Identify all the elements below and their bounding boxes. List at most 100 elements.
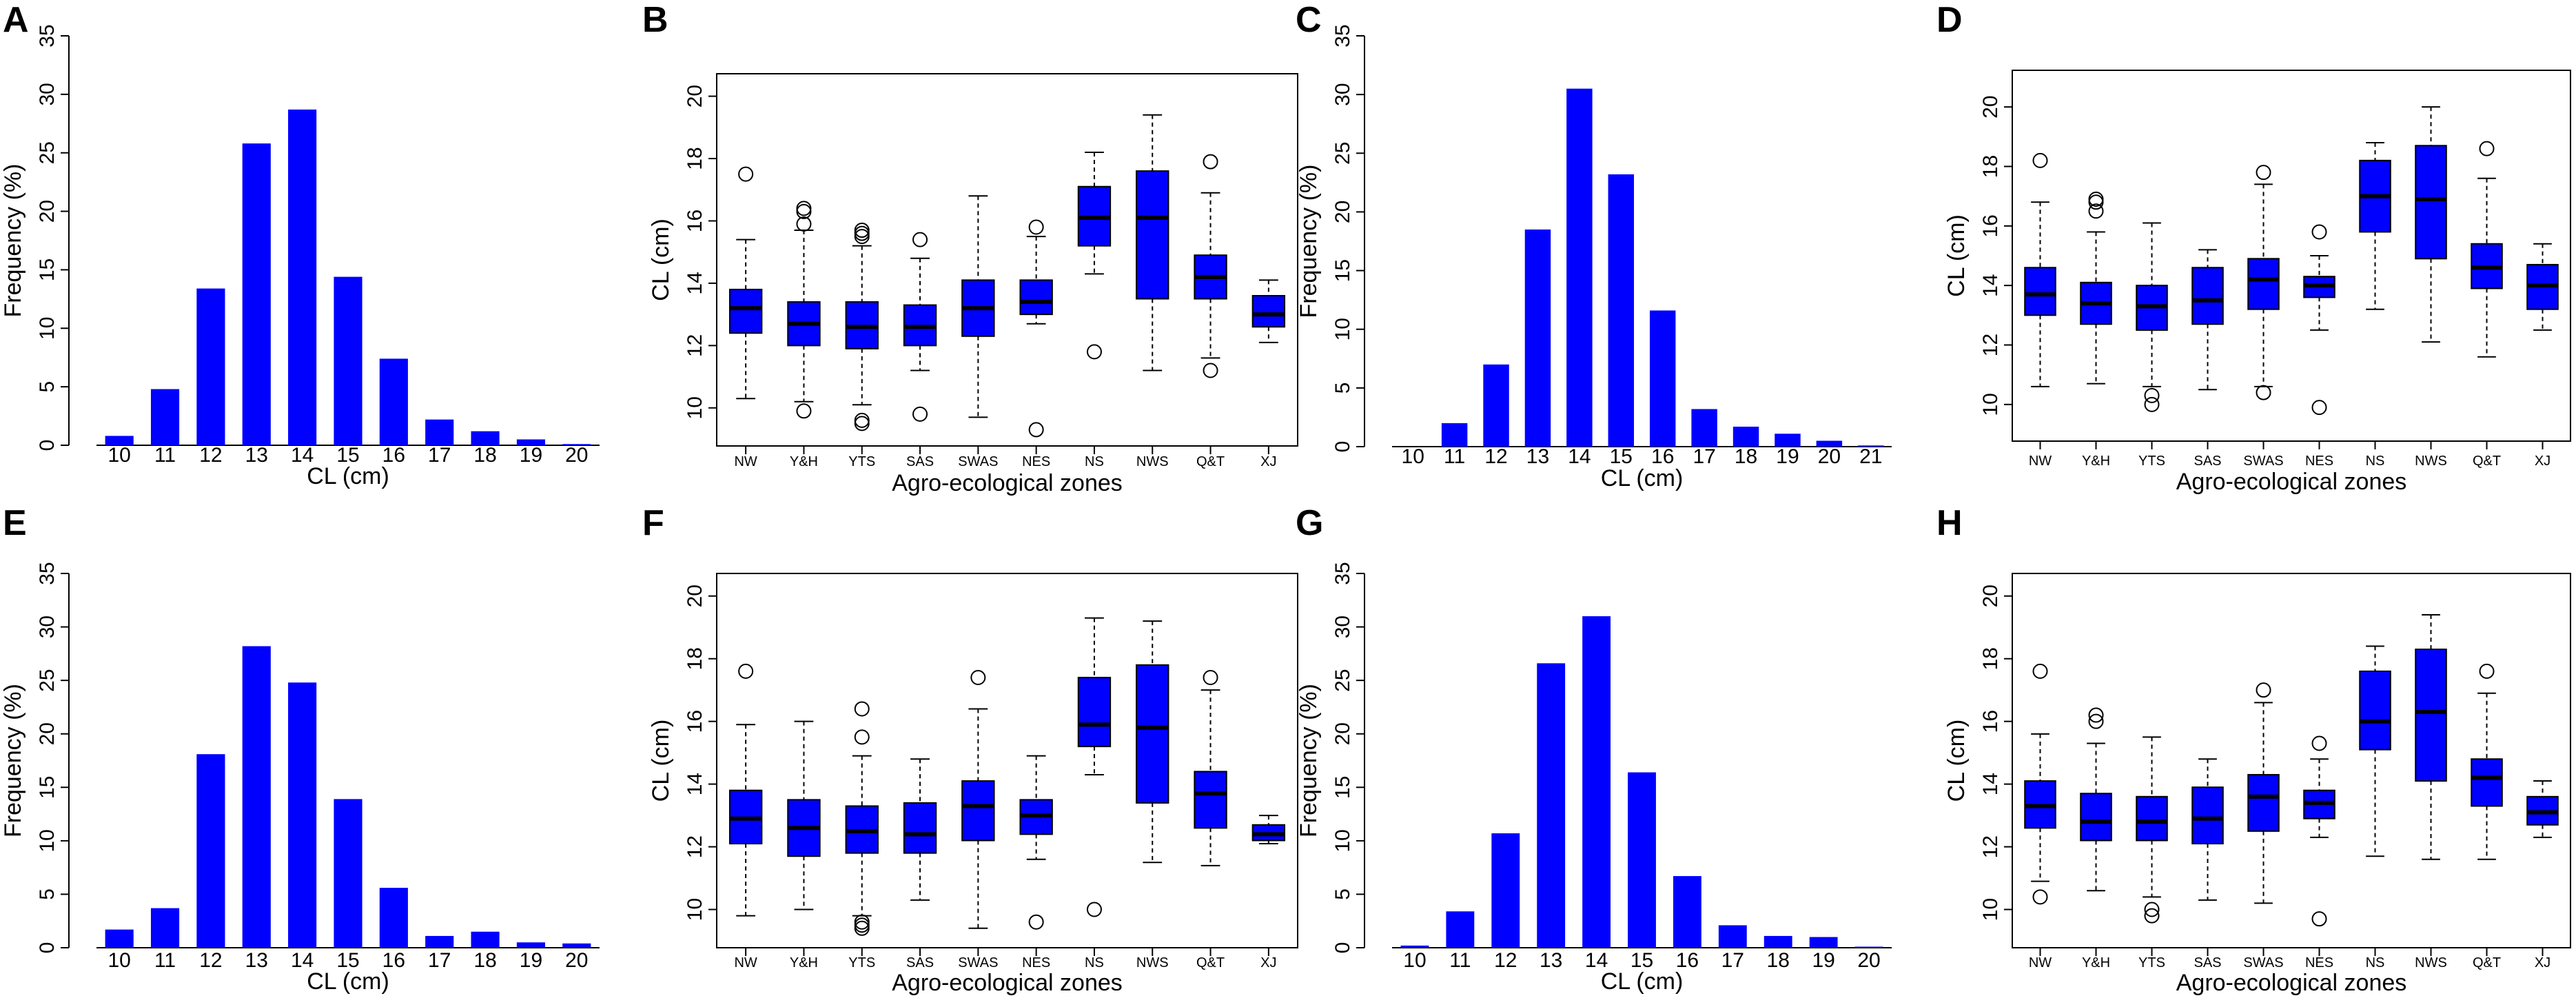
panel-b: B 10 12 14 16 18 20 NW Y&H YTS SAS SWAS NES NS NWS Q&T X… [642,0,1298,496]
bar [1854,946,1883,948]
bar [196,288,225,445]
x-tick-label: 19 [520,444,542,467]
y-tick-label: 30 [1331,83,1354,105]
bar [1732,427,1759,447]
y-tick-label: 30 [1331,616,1354,638]
bar [242,143,271,445]
y-tick-label: 0 [36,440,59,451]
x-tick-label: 19 [520,949,542,972]
x-tick-label: 20 [565,444,588,467]
x-tick-label: 11 [1444,445,1465,468]
panel-c: C 0 5 10 15 20 25 30 35 10 11 12 13 14 15 16 17 18 19 20 21 C… [1296,0,1892,491]
y-tick-label: 20 [684,584,706,607]
x-tick-label: Q&T [2473,454,2501,469]
bar [516,439,546,445]
x-tick-label: 11 [154,444,176,467]
outlier-point [854,917,870,933]
outlier-point [2479,663,2495,679]
y-tick-label: 10 [1979,393,2002,416]
bar [1628,772,1656,948]
bar [1649,310,1676,447]
y-tick-label: 12 [684,334,706,357]
box [1194,771,1227,829]
x-tick-label: 12 [199,949,222,972]
y-tick-label: 12 [684,835,706,858]
bar [334,799,362,948]
x-axis-title: CL (cm) [307,968,389,995]
bar [1491,833,1520,948]
x-tick-label: NES [2305,955,2333,970]
outlier-point [2311,224,2327,240]
x-tick-label: NW [734,454,757,469]
outlier-point [2256,385,2271,400]
y-tick-label: 20 [684,85,706,108]
x-axis-title: Agro-ecological zones [2176,469,2407,495]
y-tick-label: 10 [36,317,59,340]
outlier-point [970,669,986,685]
y-tick-label: 16 [684,210,706,232]
y-tick-label: 18 [1979,155,2002,178]
box [2415,145,2447,260]
box [2024,267,2056,316]
box [2191,786,2224,845]
bar [150,389,180,445]
panel-letter: E [3,503,27,543]
x-tick-label: SWAS [2243,955,2283,970]
x-tick-label: 14 [291,444,314,467]
y-tick-label: 10 [1979,898,2002,921]
x-tick-label: Q&T [1196,454,1225,469]
y-axis-title: Frequency (%) [0,164,26,318]
panel-letter: G [1296,503,1323,543]
y-tick-label: 15 [1331,776,1354,799]
bar [242,646,271,948]
outlier-point [1086,902,1102,917]
bar [1608,174,1635,447]
y-tick-label: 10 [1331,318,1354,340]
box [1251,295,1286,328]
y-tick-label: 12 [1979,334,2002,356]
y-tick-label: 35 [36,562,59,584]
x-tick-label: XJ [1260,955,1276,970]
bar [1816,440,1843,447]
bar [1446,911,1475,948]
x-tick-label: 12 [199,444,222,467]
box [2136,795,2168,842]
x-tick-label: XJ [2535,454,2551,469]
x-tick-label: 13 [245,949,268,972]
y-tick-label: 5 [36,381,59,393]
box [2080,793,2112,842]
bar [1691,409,1717,447]
outlier-point [2144,908,2160,924]
x-tick-label: NW [2029,454,2052,469]
x-tick-label: 21 [1859,445,1882,468]
y-tick-label: 0 [1331,441,1354,453]
bar [1566,88,1593,447]
x-tick-label: 14 [291,949,314,972]
box [2191,267,2224,325]
panel-letter: H [1936,503,1963,543]
x-tick-label: XJ [1260,454,1276,469]
x-tick-label: SAS [906,454,934,469]
outlier-point [738,166,754,182]
y-tick-label: 30 [36,83,59,105]
x-tick-label: NES [1022,955,1050,970]
x-tick-label: 15 [336,949,359,972]
bar [1858,445,1884,447]
box [2247,258,2280,310]
y-tick-label: 16 [1979,214,2002,237]
panel-g: G 0 5 10 15 20 25 30 35 10 11 12 13 14 15 16 17 18 19 20 CL … [1296,503,1892,995]
box [1136,170,1169,300]
y-tick-label: 35 [1331,24,1354,47]
bar [1582,616,1611,948]
x-tick-label: NWS [1136,955,1169,970]
outlier-point [2088,194,2104,210]
x-tick-label: 16 [382,444,405,467]
bar [1483,364,1509,447]
outlier-point [854,412,870,428]
x-tick-label: 11 [1449,949,1471,972]
outlier-point [1203,669,1218,685]
x-tick-label: NWS [2415,955,2447,970]
outlier-point [854,223,870,238]
x-tick-label: 16 [1651,445,1674,468]
x-tick-label: YTS [2138,454,2165,469]
